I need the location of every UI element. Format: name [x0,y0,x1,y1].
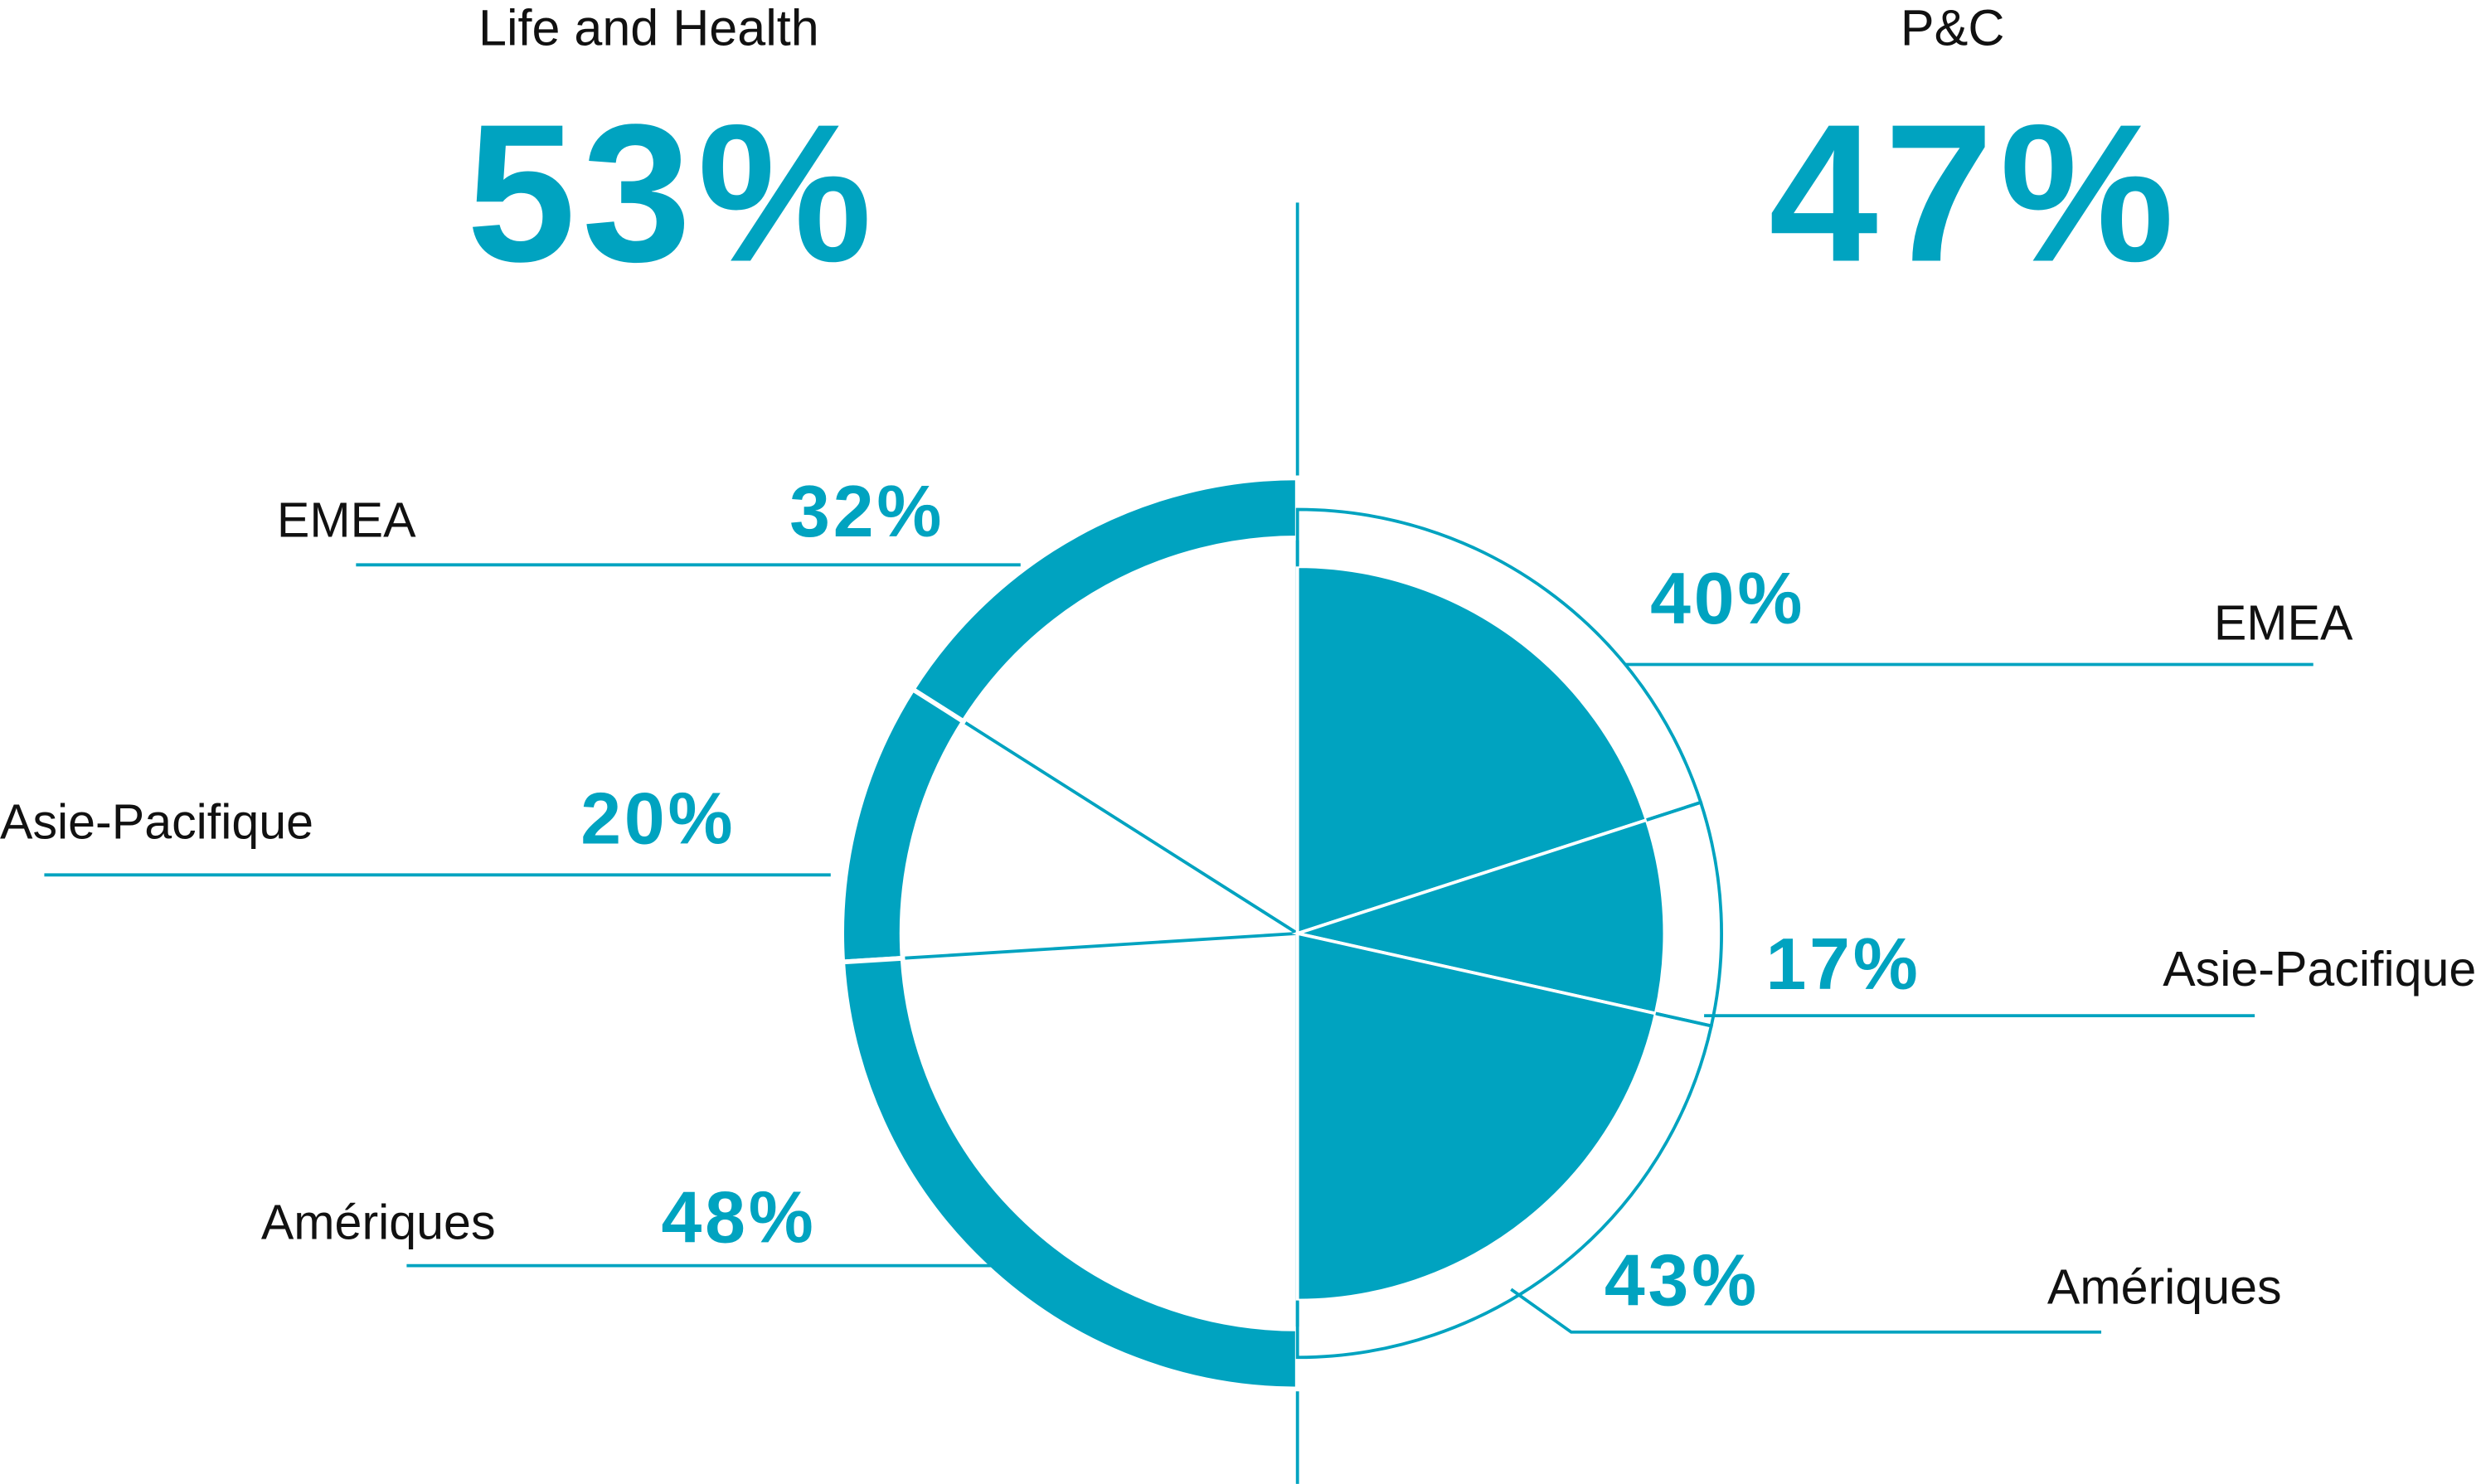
category-label: Asie-Pacifique [2163,941,2476,997]
category-label: EMEA [277,492,416,547]
value-label: 17% [1765,924,1920,1005]
outer-ring [1295,1011,1714,1360]
ring-segment [839,686,967,965]
ring-segment [840,955,1300,1392]
slice-line [962,720,1299,935]
slice-line [902,931,1298,960]
share-label: 53% [467,84,878,303]
outer-ring [1646,800,1723,1028]
ring-segment [909,475,1300,725]
half-pie [1291,507,1723,1360]
value-label: 20% [580,778,736,859]
pie-wedge [1295,931,1658,1302]
category-label: Amériques [261,1195,496,1250]
category-label: Asie-Pacifique [0,794,313,850]
pie-wedge [1295,565,1649,936]
category-label: EMEA [2214,594,2353,650]
value-label: 48% [662,1176,817,1258]
value-label: 32% [789,471,944,552]
share-label: 47% [1769,84,2180,303]
category-label: Amériques [2047,1259,2282,1315]
outer-ring [1295,507,1703,822]
leader-line [1510,1288,2102,1334]
value-label: 40% [1650,558,1805,639]
pie-wedge [1291,817,1667,1016]
value-label: 43% [1605,1240,1760,1322]
half-pie [839,475,1300,1392]
chart-title: P&C [1901,0,2005,56]
chart-title: Life and Health [478,0,819,56]
